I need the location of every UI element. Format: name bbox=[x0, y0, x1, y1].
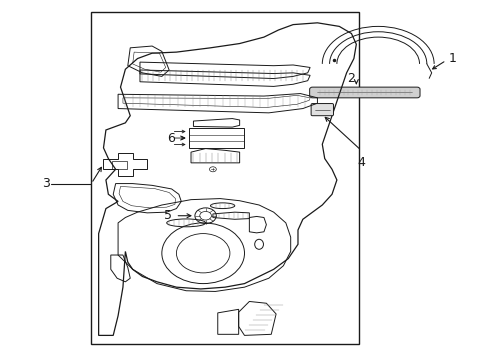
Text: 4: 4 bbox=[357, 156, 365, 169]
Text: 5: 5 bbox=[163, 209, 171, 222]
Text: 3: 3 bbox=[42, 177, 50, 190]
Text: 1: 1 bbox=[448, 52, 456, 65]
FancyBboxPatch shape bbox=[310, 104, 333, 116]
Bar bbox=[188, 128, 244, 148]
Text: 2: 2 bbox=[347, 72, 355, 85]
Text: 6: 6 bbox=[167, 132, 175, 145]
FancyBboxPatch shape bbox=[309, 87, 419, 98]
Bar bbox=[91, 12, 358, 344]
Bar bbox=[112, 161, 126, 169]
